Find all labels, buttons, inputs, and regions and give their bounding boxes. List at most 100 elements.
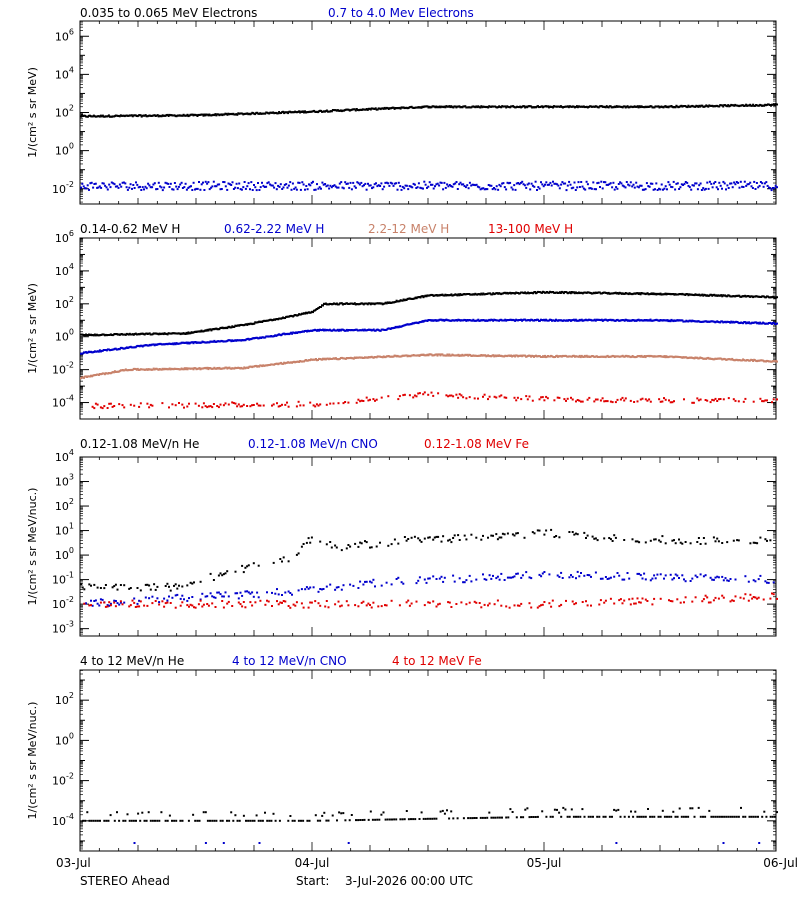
data-point [652,188,655,191]
data-point [375,398,378,401]
data-point [319,604,322,607]
data-point [353,108,356,111]
data-point [259,599,262,602]
data-point [109,402,112,405]
data-point [413,394,416,397]
data-point [399,107,402,110]
data-point [572,186,575,189]
data-point [101,182,104,185]
data-point [646,600,649,602]
data-point [439,181,442,184]
data-point [537,186,540,189]
data-point [407,188,410,191]
data-point [528,576,531,579]
y-tick-label: 100 [55,328,74,344]
data-point [464,186,467,189]
data-point [663,577,665,580]
data-point [413,535,416,538]
data-point [265,185,268,188]
panel-frame [79,20,777,205]
data-point [613,534,616,537]
data-point [417,579,420,582]
data-point [185,367,188,370]
data-point [103,601,106,604]
data-point [704,542,707,545]
data-point [239,188,242,191]
data-point [649,579,652,582]
data-point [300,588,303,591]
data-point [232,188,235,190]
data-point [584,188,587,191]
data-point [217,574,220,577]
data-point [729,600,732,603]
data-point [696,397,699,400]
data-point [174,606,177,609]
data-point [188,185,191,188]
y-tick-label: 102 [55,497,74,513]
data-point [581,185,584,188]
data-point [431,183,434,186]
data-point [604,576,607,578]
data-point [686,106,689,109]
data-point [136,605,139,608]
data-point [250,181,253,184]
data-point [671,401,674,404]
data-point [342,402,345,405]
data-point [385,581,388,584]
data-point [375,545,378,548]
data-point [144,596,147,599]
data-point [198,367,201,370]
data-point [709,401,712,404]
data-point [214,185,217,188]
data-point [437,603,440,606]
series-black [80,528,772,592]
data-point [111,405,114,408]
data-point [214,596,217,599]
data-point [297,314,300,317]
data-point [578,354,581,357]
data-point [400,188,403,191]
data-point [310,601,313,604]
data-point [415,395,418,398]
data-point [130,114,133,117]
data-point [569,292,572,295]
data-point [545,529,548,532]
data-point [516,572,519,575]
data-point [506,532,509,535]
data-point [460,601,463,604]
data-point [674,573,677,576]
data-point [475,536,478,539]
data-point [282,110,285,113]
data-point [492,354,495,357]
data-point [209,592,212,595]
data-point [659,540,662,543]
data-point [594,571,597,574]
data-point [183,598,185,601]
data-point [637,186,640,189]
y-axis-label: 1/(cm² s sr MeV/nuc.) [26,488,39,606]
data-point [736,539,739,542]
data-point [711,186,714,189]
data-point [734,578,737,581]
data-point [190,185,192,188]
data-point [755,182,758,184]
data-point [176,593,179,596]
data-point [670,185,673,188]
data-point [717,597,720,600]
data-point [487,106,490,109]
data-point [244,566,247,569]
data-point [277,603,280,606]
data-point [438,184,441,187]
data-point [312,586,315,589]
data-point [510,576,513,579]
data-point [530,577,533,580]
data-point [628,577,631,580]
data-point [508,576,511,579]
data-point [337,186,340,189]
data-point [676,574,679,577]
data-point [761,182,764,185]
data-point [671,539,674,542]
data-point [681,574,684,577]
data-point [398,604,401,607]
data-point [108,601,111,604]
